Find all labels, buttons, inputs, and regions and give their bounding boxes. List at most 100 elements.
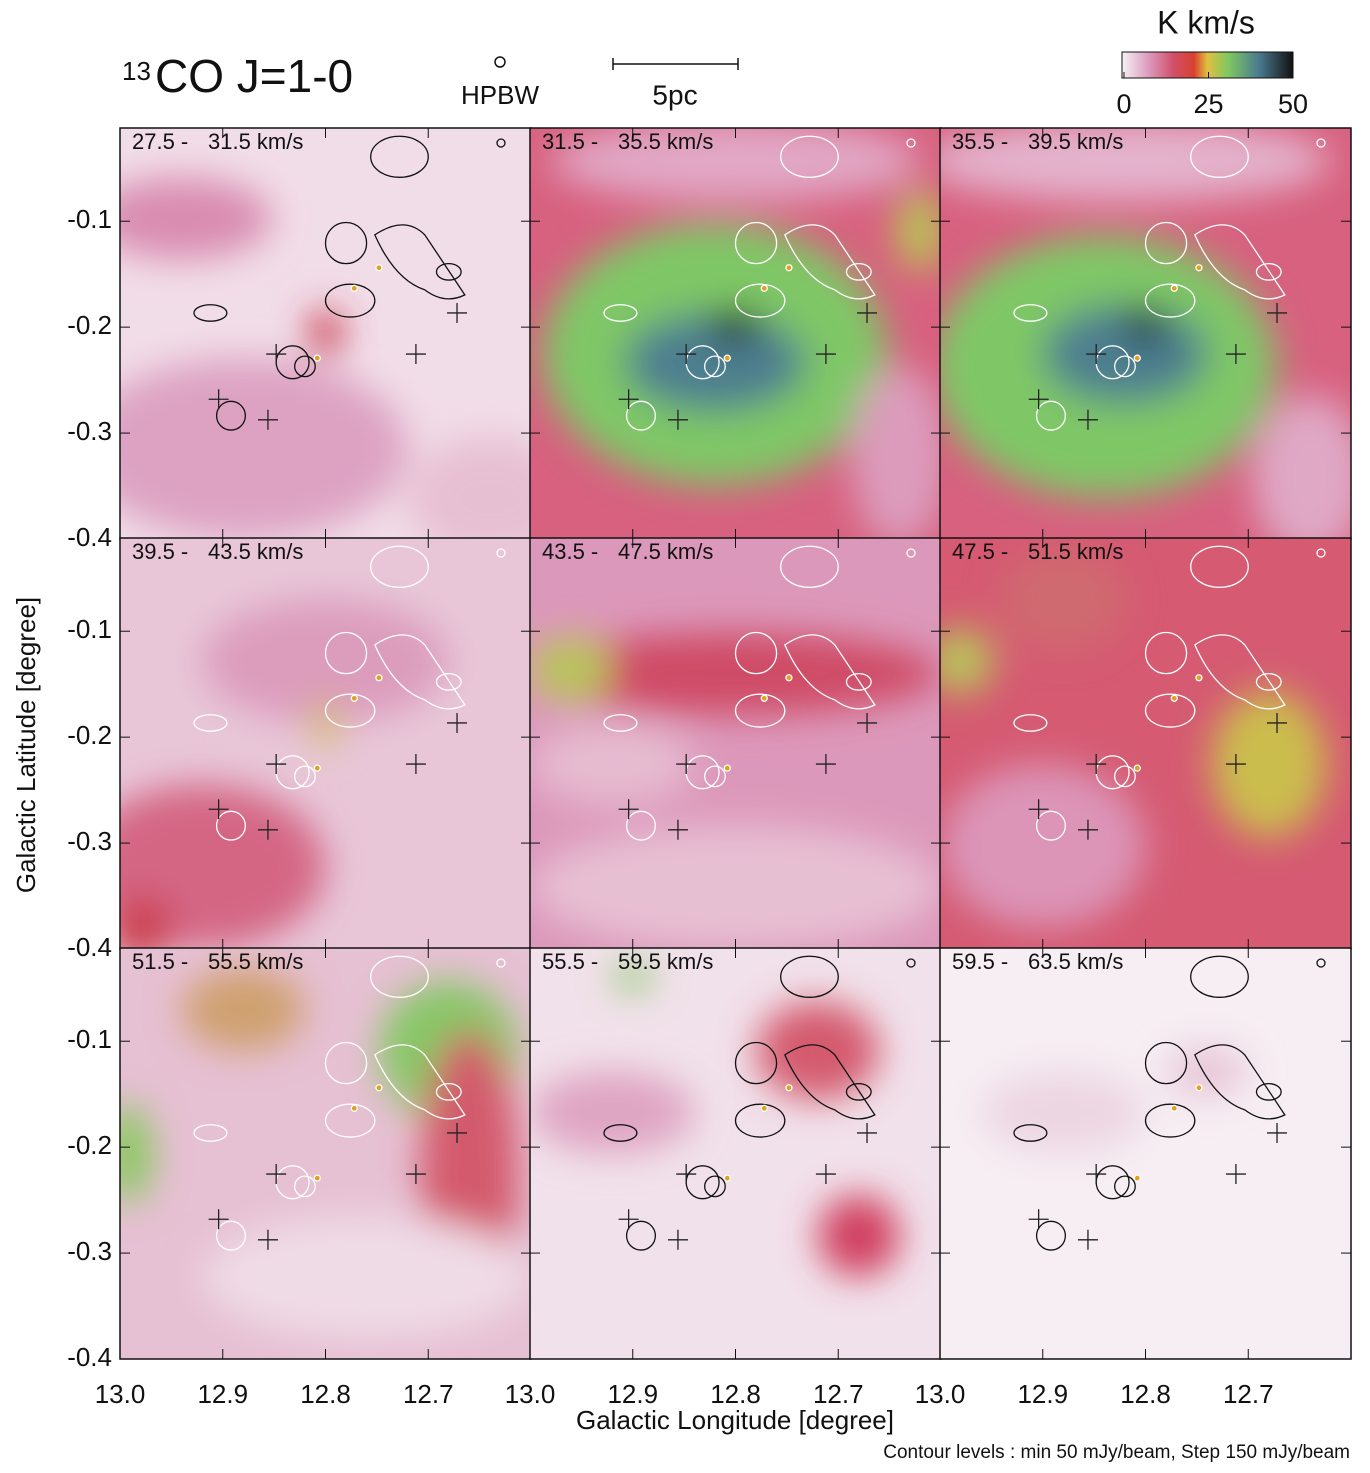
source-cross [1225, 1164, 1246, 1185]
source-dot [723, 1174, 731, 1182]
map-blob [850, 366, 941, 539]
contours [193, 135, 506, 431]
contour [370, 955, 429, 998]
source-cross [257, 1229, 278, 1250]
contour [374, 1044, 466, 1120]
contour [845, 262, 872, 281]
velocity-end: 31.5 km/s [208, 129, 303, 154]
velocity-start: 59.5 - [952, 949, 1008, 974]
intensity-map [530, 538, 941, 949]
y-tick-label: -0.1 [67, 204, 112, 234]
contour [704, 355, 726, 378]
source-cross [667, 1229, 688, 1250]
contour [324, 283, 376, 318]
colorbar-tick-label: 50 [1278, 89, 1308, 119]
map-blob [202, 599, 449, 723]
source-cross [857, 302, 878, 323]
source-cross [857, 712, 878, 733]
y-tick-label: -0.2 [67, 1130, 112, 1160]
source-dot [1133, 354, 1141, 362]
contour [324, 1041, 368, 1085]
source-cross [667, 819, 688, 840]
source-cross [1267, 712, 1288, 733]
contour [845, 672, 872, 691]
source-cross [815, 344, 836, 365]
map-blob [120, 1104, 153, 1203]
colorbar-label: K km/s [1157, 4, 1255, 40]
contour [374, 634, 466, 710]
source-dot [375, 264, 383, 272]
y-tick-label: -0.3 [67, 416, 112, 446]
panel: 51.5 - 55.5 km/s 13.0 12.9 12.8 12.7 -0.1 -0.2 -… [67, 947, 532, 1409]
contour [780, 135, 839, 178]
contour [784, 1044, 876, 1120]
source-dot [313, 354, 321, 362]
map-blob [1124, 308, 1167, 342]
panel: 47.5 - 51.5 km/s [939, 537, 1352, 950]
x-tick-label: 12.7 [403, 1379, 454, 1409]
panel: 27.5 - 31.5 km/s -0.1 -0.2 -0.3 -0.4 [67, 127, 532, 552]
velocity-end: 39.5 km/s [1028, 129, 1123, 154]
x-tick-label: 12.9 [197, 1379, 248, 1409]
y-tick-label: -0.2 [67, 310, 112, 340]
map-blob [120, 177, 273, 260]
beam-marker [1316, 548, 1326, 558]
contours [603, 545, 916, 841]
map-blob [940, 128, 1331, 202]
map-blob [120, 895, 174, 949]
title: CO J=1-0 [155, 50, 353, 102]
map-blob [530, 722, 695, 806]
source-dot [1195, 264, 1203, 272]
y-tick-label: -0.3 [67, 826, 112, 856]
contour [784, 634, 876, 710]
x-tick-label: 13.0 [505, 1379, 556, 1409]
map-blob [710, 308, 761, 342]
source-cross [618, 389, 639, 410]
source-cross [1086, 754, 1107, 775]
source-dot [1170, 694, 1178, 702]
map-blob [530, 1071, 695, 1154]
y-tick-label: -0.3 [67, 1236, 112, 1266]
velocity-start: 39.5 - [132, 539, 188, 564]
map-blob [1166, 1046, 1249, 1096]
contour [1255, 1082, 1282, 1101]
source-cross [1077, 1229, 1098, 1250]
contour [1035, 810, 1067, 841]
contour [734, 1103, 786, 1138]
velocity-start: 55.5 - [542, 949, 598, 974]
colorbar [1121, 51, 1294, 79]
beam-marker [1316, 958, 1326, 968]
source-dot [313, 764, 321, 772]
contour [1144, 1041, 1188, 1085]
contours [193, 545, 506, 841]
map-blob [895, 189, 941, 272]
source-cross [266, 1164, 287, 1185]
source-cross [257, 819, 278, 840]
source-cross [676, 344, 697, 365]
contour [1114, 1175, 1136, 1198]
intensity-map [120, 538, 531, 949]
contour [370, 135, 429, 178]
contour-note: Contour levels : min 50 mJy/beam, Step 1… [883, 1442, 1350, 1463]
contour [324, 221, 368, 265]
source-cross [1086, 1164, 1107, 1185]
contour [625, 400, 657, 431]
contour [780, 545, 839, 588]
velocity-end: 47.5 km/s [618, 539, 713, 564]
velocity-start: 43.5 - [542, 539, 598, 564]
contour [625, 1220, 657, 1251]
contour [1255, 262, 1282, 281]
source-dot [1133, 764, 1141, 772]
beam-marker [496, 548, 506, 558]
y-axis-label: Galactic Latitude [degree] [11, 597, 41, 893]
colorbar-tick-label: 0 [1116, 89, 1131, 119]
map-blob [612, 964, 654, 990]
map-blobs [940, 128, 1351, 539]
contour [784, 224, 876, 300]
velocity-end: 51.5 km/s [1028, 539, 1123, 564]
contour [734, 693, 786, 728]
intensity-map [940, 948, 1351, 1359]
contour [193, 1124, 228, 1142]
intensity-map [120, 948, 531, 1359]
